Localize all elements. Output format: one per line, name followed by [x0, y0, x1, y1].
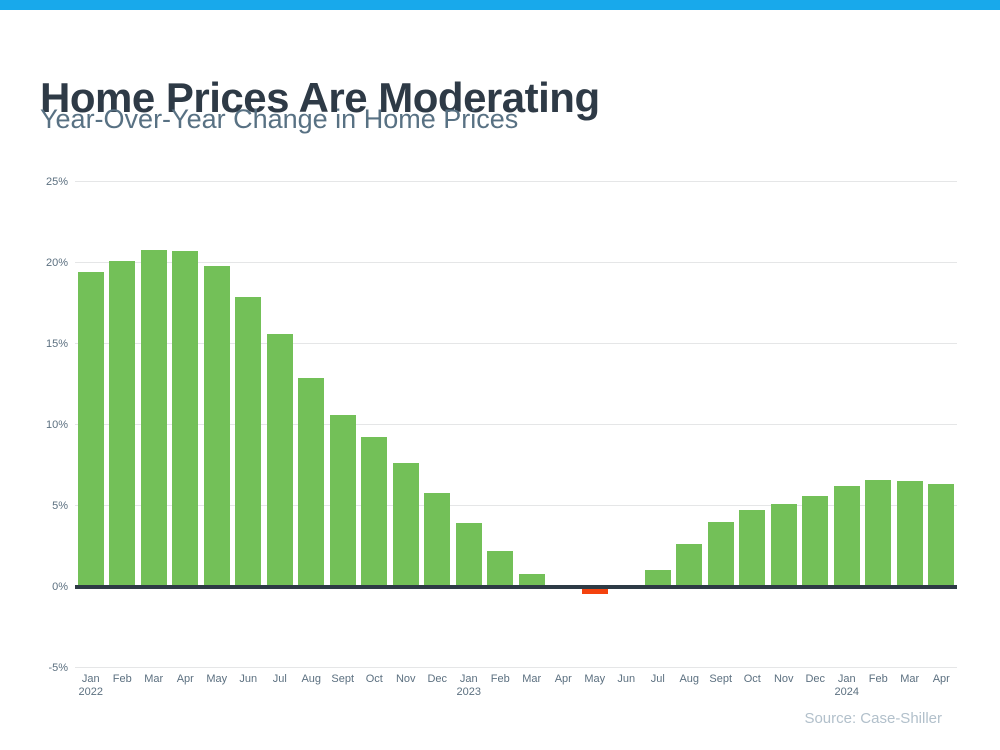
gridline-15pct [75, 343, 957, 344]
x-label-jan-2023: Jan 2023 [456, 673, 481, 698]
bar-sept-2023 [707, 521, 734, 588]
y-tick-5pct: 5% [52, 499, 68, 512]
x-label-jul-2022: Jul [272, 673, 287, 685]
x-label-mar-2024: Mar [900, 673, 920, 685]
bar-mar-2022 [140, 249, 167, 588]
bar-jan-2023 [455, 523, 482, 588]
bar-apr-2024 [928, 484, 955, 588]
gridline-20pct [75, 262, 957, 263]
y-tick-25pct: 25% [45, 175, 68, 188]
x-label-aug-2022: Aug [301, 673, 322, 685]
bar-feb-2023 [487, 550, 514, 588]
x-label-aug-2023: Aug [679, 673, 700, 685]
bar-aug-2023 [676, 544, 703, 588]
bar-jan-2024 [833, 486, 860, 588]
bar-jul-2023 [644, 570, 671, 588]
bar-dec-2022 [424, 492, 451, 588]
x-label-apr-2024: Apr [932, 673, 950, 685]
top-accent-bar [0, 0, 1000, 10]
page-subtitle: Year-Over-Year Change in Home Prices [40, 104, 519, 134]
x-label-apr-2023: Apr [554, 673, 572, 685]
x-label-oct-2022: Oct [365, 673, 383, 685]
x-label-feb-2022: Feb [112, 673, 132, 685]
bar-mar-2024 [896, 481, 923, 588]
x-label-may-2022: May [206, 673, 228, 685]
x-label-feb-2023: Feb [490, 673, 510, 685]
y-tick-15pct: 15% [45, 337, 68, 350]
x-axis-zero-line [75, 584, 957, 589]
x-label-jul-2023: Jul [650, 673, 665, 685]
x-label-feb-2024: Feb [868, 673, 888, 685]
x-label-oct-2023: Oct [743, 673, 761, 685]
bar-jan-2022 [77, 272, 104, 588]
x-label-jan-2022: Jan 2022 [78, 673, 103, 698]
x-label-mar-2022: Mar [144, 673, 164, 685]
x-label-jun-2023: Jun [617, 673, 636, 685]
bar-may-2022 [203, 265, 230, 588]
x-label-year-2022: 2022 [78, 686, 103, 698]
x-label-mar-2023: Mar [522, 673, 542, 685]
x-label-jan-2024: Jan 2024 [834, 673, 859, 698]
y-tick-20pct: 20% [45, 256, 68, 269]
source-attribution: Source: Case-Shiller [804, 710, 942, 727]
gridline-5pct [75, 505, 957, 506]
x-label-sept-2022: Sept [331, 673, 355, 685]
x-label-nov-2022: Nov [395, 673, 416, 685]
gridline--5pct [75, 667, 957, 668]
bar-feb-2024 [865, 479, 892, 588]
x-label-dec-2022: Dec [427, 673, 448, 685]
bar-nov-2022 [392, 463, 419, 588]
gridline-25pct [75, 181, 957, 182]
x-label-year-2024: 2024 [834, 686, 859, 698]
bar-dec-2023 [802, 495, 829, 588]
y-tick--5pct: -5% [48, 661, 68, 674]
bar-oct-2023 [739, 510, 766, 588]
gridline-10pct [75, 424, 957, 425]
x-label-sept-2023: Sept [709, 673, 733, 685]
y-tick-0pct: 0% [52, 580, 68, 593]
x-label-year-2023: 2023 [456, 686, 481, 698]
x-label-may-2023: May [584, 673, 606, 685]
x-label-apr-2022: Apr [176, 673, 194, 685]
bar-jul-2022 [266, 333, 293, 588]
x-label-nov-2023: Nov [773, 673, 794, 685]
bar-oct-2022 [361, 437, 388, 588]
x-label-dec-2023: Dec [805, 673, 826, 685]
bar-mar-2023 [518, 573, 545, 588]
page-title: Home Prices Are Moderating [40, 74, 600, 122]
bar-feb-2022 [109, 260, 136, 588]
x-label-jun-2022: Jun [239, 673, 258, 685]
y-tick-10pct: 10% [45, 418, 68, 431]
bar-may-2023 [581, 588, 608, 595]
bar-sept-2022 [329, 414, 356, 588]
bar-nov-2023 [770, 503, 797, 588]
bar-jun-2022 [235, 296, 262, 588]
bar-aug-2022 [298, 377, 325, 588]
bar-apr-2022 [172, 251, 199, 588]
